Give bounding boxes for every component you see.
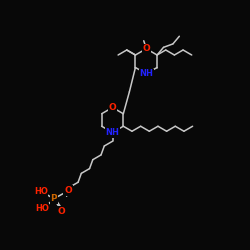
Text: NH: NH — [106, 128, 120, 137]
Text: HO: HO — [35, 204, 49, 213]
Text: O: O — [108, 103, 116, 112]
Text: O: O — [142, 44, 150, 53]
Text: O: O — [58, 207, 66, 216]
Text: NH: NH — [139, 69, 153, 78]
Text: P: P — [50, 194, 57, 203]
Text: HO: HO — [34, 187, 48, 196]
Text: O: O — [64, 186, 72, 195]
